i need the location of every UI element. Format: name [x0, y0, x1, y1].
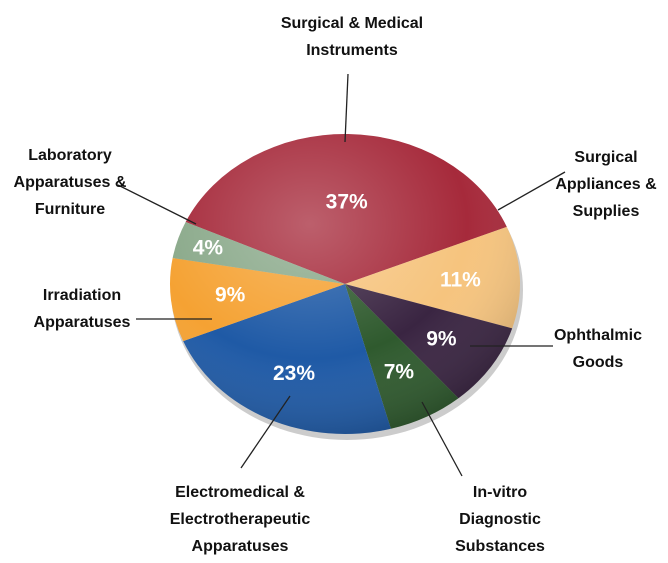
- leader-line: [240, 395, 291, 469]
- category-label: Surgical Appliances & Supplies: [555, 149, 657, 220]
- category-label: In-vitro Diagnostic Substances: [455, 484, 545, 555]
- category-label: Irradiation Apparatuses: [34, 287, 131, 331]
- category-label: Laboratory Apparatuses & Furniture: [14, 147, 127, 218]
- value-label: 23%: [273, 362, 315, 385]
- leader-line: [344, 73, 349, 143]
- leader-line: [117, 184, 197, 225]
- leader-line: [497, 171, 566, 211]
- category-label: Ophthalmic Goods: [554, 327, 642, 371]
- value-label: 4%: [193, 237, 224, 260]
- category-label: Electromedical & Electrotherapeutic Appara…: [170, 484, 311, 555]
- category-label: Surgical & Medical Instruments: [281, 15, 423, 59]
- value-label: 37%: [326, 191, 368, 214]
- value-label: 9%: [426, 327, 457, 350]
- value-label: 11%: [440, 269, 481, 292]
- leader-line: [421, 401, 463, 477]
- value-label: 9%: [215, 284, 246, 307]
- value-label: 7%: [384, 361, 415, 384]
